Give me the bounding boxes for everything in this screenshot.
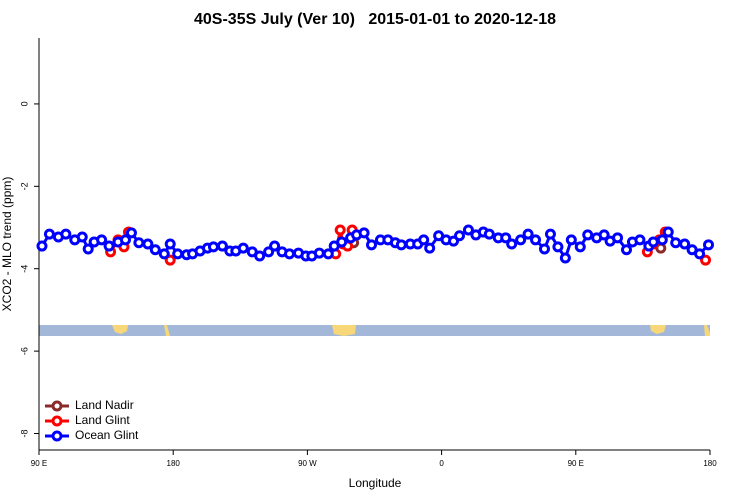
point <box>544 228 556 240</box>
point <box>703 239 715 251</box>
series <box>36 224 715 264</box>
point <box>395 239 407 251</box>
point <box>142 238 154 250</box>
point <box>424 242 436 254</box>
legend-label: Land Nadir <box>75 398 134 412</box>
y-tick-label: -2 <box>19 182 29 190</box>
legend-marker <box>51 430 63 442</box>
point <box>36 240 48 252</box>
point <box>530 234 542 246</box>
point <box>500 232 512 244</box>
point <box>334 224 346 236</box>
y-tick-label: 0 <box>19 101 29 106</box>
legend-marker <box>51 415 63 427</box>
y-tick-label: -4 <box>19 265 29 273</box>
point <box>483 228 495 240</box>
point <box>119 234 131 246</box>
legend-label: Land Glint <box>75 413 130 427</box>
point <box>679 238 691 250</box>
x-tick-label: 90 E <box>31 459 47 468</box>
y-tick-label: -8 <box>19 430 29 438</box>
point <box>538 243 550 255</box>
x-axis-label: Longitude <box>349 476 402 490</box>
legend-marker <box>51 400 63 412</box>
point <box>694 248 706 260</box>
point <box>634 234 646 246</box>
land <box>164 325 170 336</box>
point <box>43 228 55 240</box>
point <box>670 237 682 249</box>
point <box>656 234 668 246</box>
point <box>336 236 348 248</box>
point <box>662 226 674 238</box>
point <box>284 248 296 260</box>
y-axis-label: XCO2 - MLO trend (ppm) <box>0 177 14 312</box>
land <box>112 325 128 334</box>
point <box>598 229 610 241</box>
point <box>164 254 176 266</box>
point <box>453 230 465 242</box>
legend-label: Ocean Glint <box>75 428 139 442</box>
point <box>76 231 88 243</box>
point <box>612 232 624 244</box>
land <box>704 325 710 336</box>
x-tick-label: 180 <box>703 459 717 468</box>
map-strip <box>39 325 710 336</box>
x-tick-label: 90 E <box>568 459 584 468</box>
point <box>700 254 712 266</box>
point <box>322 248 334 260</box>
point <box>418 234 430 246</box>
point <box>313 247 325 259</box>
point <box>216 240 228 252</box>
land <box>650 325 666 334</box>
point <box>269 240 281 252</box>
point <box>582 229 594 241</box>
point <box>506 238 518 250</box>
x-tick-label: 0 <box>439 459 444 468</box>
point <box>125 227 137 239</box>
point <box>462 224 474 236</box>
point <box>82 243 94 255</box>
point <box>164 238 176 250</box>
point <box>647 236 659 248</box>
point <box>552 241 564 253</box>
ocean-strip <box>39 325 710 336</box>
point <box>237 242 249 254</box>
point <box>515 234 527 246</box>
point <box>620 244 632 256</box>
point <box>358 227 370 239</box>
y-tick-label: -6 <box>19 347 29 355</box>
point <box>559 252 571 264</box>
point <box>133 237 145 249</box>
chart-title: 40S-35S July (Ver 10) 2015-01-01 to 2020… <box>194 11 556 28</box>
point <box>158 248 170 260</box>
point <box>60 228 72 240</box>
point <box>149 244 161 256</box>
land <box>332 325 356 336</box>
point <box>172 248 184 260</box>
point <box>366 239 378 251</box>
x-tick-label: 90 W <box>298 459 317 468</box>
point <box>565 234 577 246</box>
point <box>103 240 115 252</box>
point <box>96 234 108 246</box>
x-tick-label: 180 <box>167 459 181 468</box>
point <box>207 241 219 253</box>
point <box>522 228 534 240</box>
point <box>574 241 586 253</box>
point <box>254 250 266 262</box>
